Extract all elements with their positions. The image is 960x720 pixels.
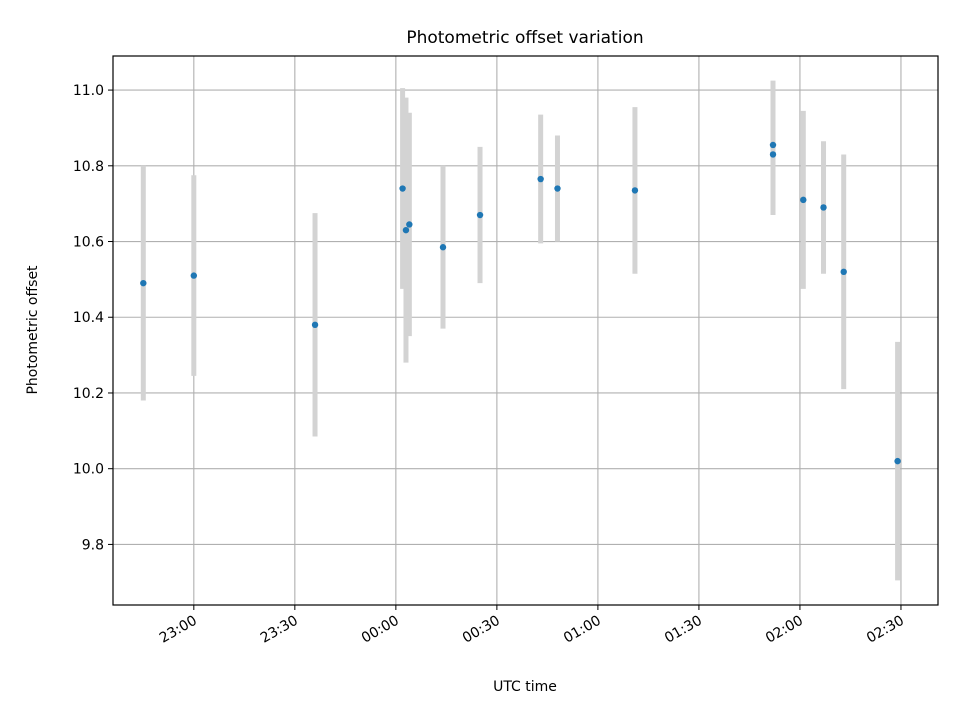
data-point <box>190 272 198 279</box>
y-tick-label: 10.6 <box>73 235 104 251</box>
y-tick-label: 10.0 <box>73 462 104 478</box>
data-point <box>140 279 147 287</box>
data-point <box>537 175 544 183</box>
data-point <box>476 211 484 219</box>
y-axis: 9.8 10.0 10.2 10.4 10.6 10.8 11.0 <box>73 83 113 553</box>
y-tick-label: 9.8 <box>82 537 104 553</box>
data-point <box>311 321 319 329</box>
y-tick-label: 10.2 <box>73 386 104 402</box>
data-point <box>402 226 410 234</box>
data-point <box>769 141 777 149</box>
data-point <box>840 268 847 276</box>
data-point <box>820 204 827 211</box>
data-point <box>439 244 447 251</box>
plot-frame <box>112 55 939 606</box>
y-tick-label: 10.4 <box>73 310 104 326</box>
y-tick-label: 11.0 <box>73 83 104 99</box>
x-axis-label: UTC time <box>493 679 557 695</box>
data-point <box>800 196 807 204</box>
data-points <box>140 141 901 465</box>
data-point <box>399 185 406 192</box>
data-point <box>631 187 639 194</box>
data-point <box>406 221 413 228</box>
chart-title: Photometric offset variation <box>406 28 643 48</box>
data-point <box>894 457 901 465</box>
y-axis-label: Photometric offset <box>25 265 41 395</box>
y-tick-label: 10.8 <box>73 159 104 175</box>
grid <box>113 56 938 605</box>
data-point <box>769 151 777 158</box>
data-point <box>554 185 561 192</box>
